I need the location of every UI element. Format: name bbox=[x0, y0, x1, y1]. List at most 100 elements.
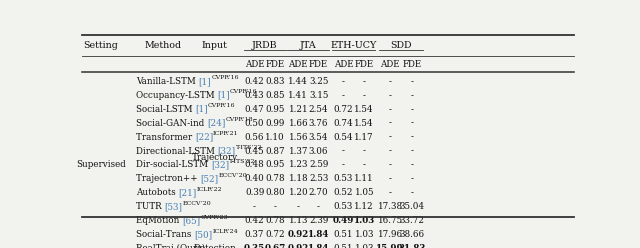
Text: 1.03: 1.03 bbox=[353, 216, 375, 225]
Text: -: - bbox=[388, 105, 392, 114]
Text: 0.43: 0.43 bbox=[244, 91, 264, 100]
Text: 0.83: 0.83 bbox=[265, 77, 285, 86]
Text: [1]: [1] bbox=[195, 105, 208, 114]
Text: 1.20: 1.20 bbox=[289, 188, 308, 197]
Text: Trajectory: Trajectory bbox=[192, 154, 238, 162]
Text: 1.10: 1.10 bbox=[265, 133, 285, 142]
Text: 1.54: 1.54 bbox=[355, 105, 374, 114]
Text: 0.67: 0.67 bbox=[264, 244, 285, 248]
Text: 1.84: 1.84 bbox=[308, 230, 330, 239]
Text: FDE: FDE bbox=[309, 60, 328, 69]
Text: -: - bbox=[363, 147, 365, 155]
Text: 1.56: 1.56 bbox=[289, 133, 308, 142]
Text: SDD: SDD bbox=[390, 40, 412, 50]
Text: -: - bbox=[411, 91, 414, 100]
Text: CVPR’23: CVPR’23 bbox=[200, 215, 228, 220]
Text: [53]: [53] bbox=[164, 202, 182, 211]
Text: 1.21: 1.21 bbox=[289, 105, 308, 114]
Text: -: - bbox=[388, 77, 392, 86]
Text: 3.76: 3.76 bbox=[309, 119, 328, 128]
Text: Vanilla-LSTM: Vanilla-LSTM bbox=[136, 77, 198, 86]
Text: [65]: [65] bbox=[182, 216, 200, 225]
Text: 0.72: 0.72 bbox=[265, 230, 285, 239]
Text: Trajectron++: Trajectron++ bbox=[136, 174, 200, 184]
Text: ICLR’22: ICLR’22 bbox=[196, 187, 223, 192]
Text: -: - bbox=[411, 160, 414, 169]
Text: 2.54: 2.54 bbox=[308, 105, 328, 114]
Text: Directional-LSTM: Directional-LSTM bbox=[136, 147, 218, 155]
Text: 1.17: 1.17 bbox=[355, 133, 374, 142]
Text: T-ITS’22: T-ITS’22 bbox=[229, 159, 255, 164]
Text: [22]: [22] bbox=[195, 133, 213, 142]
Text: 0.80: 0.80 bbox=[265, 188, 285, 197]
Text: Transformer: Transformer bbox=[136, 133, 195, 142]
Text: 0.74: 0.74 bbox=[333, 119, 353, 128]
Text: -: - bbox=[411, 133, 414, 142]
Text: 1.84: 1.84 bbox=[308, 244, 330, 248]
Text: 0.42: 0.42 bbox=[244, 216, 264, 225]
Text: Input: Input bbox=[202, 40, 228, 50]
Text: 1.23: 1.23 bbox=[289, 160, 308, 169]
Text: ADE: ADE bbox=[244, 60, 264, 69]
Text: 1.41: 1.41 bbox=[289, 91, 308, 100]
Text: [1]: [1] bbox=[198, 77, 211, 86]
Text: Setting: Setting bbox=[83, 40, 118, 50]
Text: 15.99: 15.99 bbox=[376, 244, 404, 248]
Text: -: - bbox=[411, 147, 414, 155]
Text: 0.95: 0.95 bbox=[265, 105, 285, 114]
Text: EqMotion: EqMotion bbox=[136, 216, 182, 225]
Text: 0.42: 0.42 bbox=[244, 77, 264, 86]
Text: 0.92: 0.92 bbox=[287, 230, 309, 239]
Text: 0.45: 0.45 bbox=[244, 147, 264, 155]
Text: 0.47: 0.47 bbox=[244, 105, 264, 114]
Text: CVPR’16: CVPR’16 bbox=[211, 75, 239, 80]
Text: Method: Method bbox=[145, 40, 182, 50]
Text: 33.72: 33.72 bbox=[400, 216, 425, 225]
Text: 1.66: 1.66 bbox=[289, 119, 308, 128]
Text: JTA: JTA bbox=[300, 40, 317, 50]
Text: FDE: FDE bbox=[355, 60, 374, 69]
Text: 2.59: 2.59 bbox=[309, 160, 328, 169]
Text: 0.51: 0.51 bbox=[333, 230, 353, 239]
Text: -: - bbox=[388, 119, 392, 128]
Text: -: - bbox=[253, 202, 256, 211]
Text: 1.05: 1.05 bbox=[355, 188, 374, 197]
Text: -: - bbox=[342, 91, 345, 100]
Text: 1.11: 1.11 bbox=[355, 174, 374, 184]
Text: -: - bbox=[388, 188, 392, 197]
Text: 38.66: 38.66 bbox=[400, 230, 425, 239]
Text: [32]: [32] bbox=[211, 160, 229, 169]
Text: ADE: ADE bbox=[333, 60, 353, 69]
Text: -: - bbox=[297, 202, 300, 211]
Text: 35.04: 35.04 bbox=[400, 202, 425, 211]
Text: -: - bbox=[388, 91, 392, 100]
Text: 2.70: 2.70 bbox=[308, 188, 328, 197]
Text: -: - bbox=[388, 174, 392, 184]
Text: 0.40: 0.40 bbox=[244, 174, 264, 184]
Text: -: - bbox=[363, 77, 365, 86]
Text: ADE: ADE bbox=[380, 60, 400, 69]
Text: ETH-UCY: ETH-UCY bbox=[331, 40, 377, 50]
Text: -: - bbox=[411, 188, 414, 197]
Text: -: - bbox=[342, 77, 345, 86]
Text: 0.92: 0.92 bbox=[287, 244, 309, 248]
Text: FDE: FDE bbox=[403, 60, 422, 69]
Text: Social-GAN-ind: Social-GAN-ind bbox=[136, 119, 207, 128]
Text: JRDB: JRDB bbox=[252, 40, 278, 50]
Text: 31.83: 31.83 bbox=[399, 244, 426, 248]
Text: 0.54: 0.54 bbox=[333, 133, 353, 142]
Text: 0.78: 0.78 bbox=[265, 174, 285, 184]
Text: 2.53: 2.53 bbox=[309, 174, 328, 184]
Text: -: - bbox=[388, 160, 392, 169]
Text: -: - bbox=[342, 147, 345, 155]
Text: [21]: [21] bbox=[179, 188, 196, 197]
Text: 1.03: 1.03 bbox=[355, 230, 374, 239]
Text: ECCV’20: ECCV’20 bbox=[218, 173, 247, 178]
Text: 0.50: 0.50 bbox=[245, 119, 264, 128]
Text: 1.12: 1.12 bbox=[355, 202, 374, 211]
Text: TUTR: TUTR bbox=[136, 202, 164, 211]
Text: -: - bbox=[411, 174, 414, 184]
Text: 0.85: 0.85 bbox=[265, 91, 285, 100]
Text: 16.75: 16.75 bbox=[378, 216, 403, 225]
Text: 3.54: 3.54 bbox=[309, 133, 328, 142]
